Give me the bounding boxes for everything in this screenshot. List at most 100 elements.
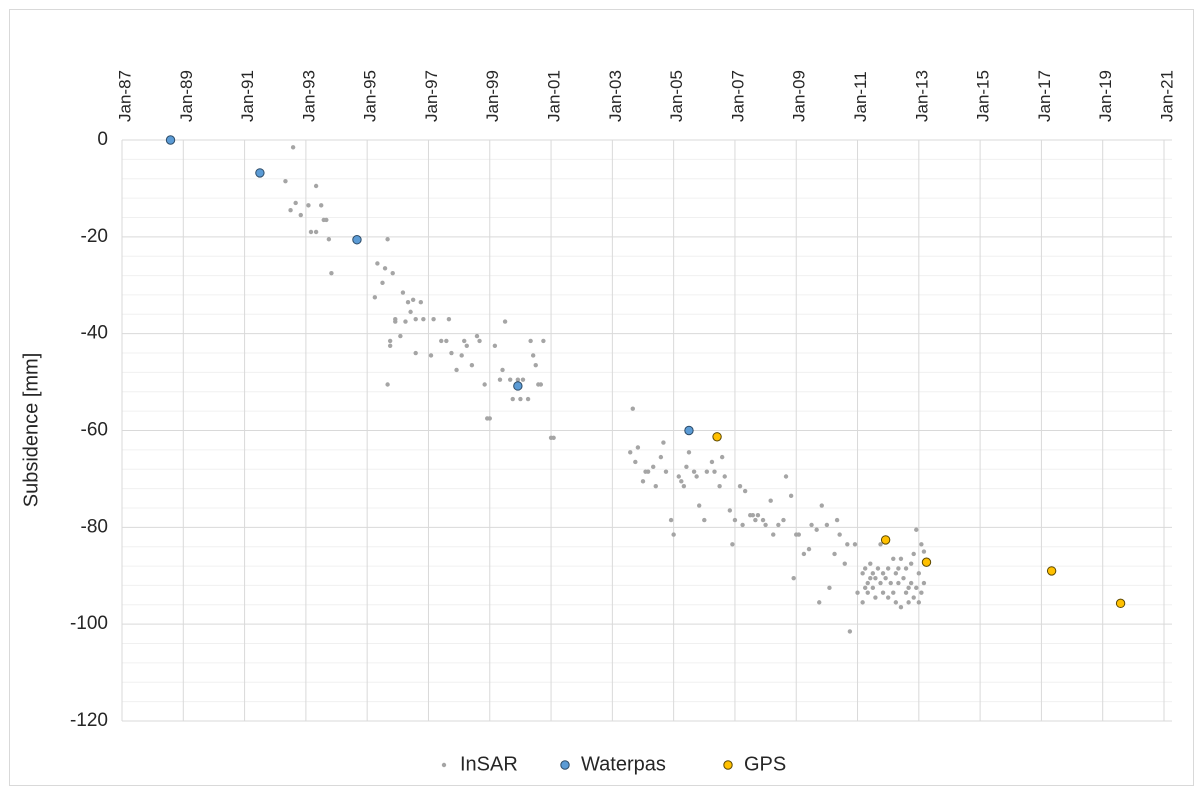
- point: [1046, 566, 1057, 576]
- x-tick-label: Jan-21: [1157, 70, 1176, 122]
- point: [319, 203, 324, 208]
- point: [403, 319, 408, 324]
- point: [313, 183, 319, 189]
- point: [921, 580, 927, 586]
- legend-marker: [723, 760, 733, 770]
- point: [737, 483, 743, 489]
- point: [405, 299, 411, 305]
- point: [410, 297, 416, 302]
- point: [533, 362, 538, 368]
- point: [469, 362, 475, 368]
- point: [541, 338, 546, 344]
- point: [776, 522, 781, 528]
- point: [916, 600, 922, 605]
- point: [885, 566, 891, 571]
- point: [809, 522, 814, 528]
- point: [477, 338, 482, 344]
- y-tick-label: -40: [81, 323, 108, 344]
- point: [387, 343, 393, 348]
- point: [865, 580, 870, 586]
- chart-frame: [9, 9, 1194, 786]
- point: [868, 575, 873, 581]
- point: [768, 498, 773, 503]
- point: [658, 454, 664, 460]
- point: [380, 280, 385, 286]
- legend-marker: [441, 762, 447, 768]
- point: [916, 571, 922, 576]
- x-tick-label: Jan-07: [728, 70, 747, 122]
- point: [633, 459, 638, 465]
- point: [921, 557, 932, 567]
- point: [819, 503, 824, 508]
- point: [487, 416, 492, 421]
- point: [418, 299, 424, 305]
- point: [860, 600, 865, 605]
- point: [842, 561, 847, 566]
- point: [914, 527, 919, 532]
- point: [428, 353, 434, 358]
- point: [308, 229, 314, 235]
- point: [903, 566, 909, 571]
- point: [510, 396, 515, 402]
- point: [880, 535, 891, 545]
- point: [722, 474, 727, 479]
- point: [691, 469, 697, 474]
- point: [817, 600, 822, 605]
- point: [868, 561, 873, 566]
- legend-label: GPS: [744, 753, 786, 775]
- point: [837, 532, 842, 537]
- point: [870, 585, 876, 591]
- point: [704, 469, 710, 474]
- point: [324, 217, 329, 223]
- legend: InSAR Waterpas GPS: [441, 753, 786, 775]
- point: [255, 168, 265, 178]
- point: [732, 517, 738, 523]
- point: [431, 316, 436, 322]
- point: [306, 203, 311, 208]
- point: [676, 474, 681, 479]
- point: [413, 316, 418, 322]
- point: [788, 493, 794, 499]
- point: [873, 575, 878, 581]
- point: [878, 580, 883, 586]
- point: [482, 382, 487, 387]
- point: [717, 483, 722, 489]
- point: [518, 396, 523, 402]
- point: [875, 566, 881, 571]
- point: [298, 212, 303, 218]
- point: [847, 629, 853, 634]
- y-tick-label: -120: [70, 710, 108, 731]
- point: [791, 575, 796, 581]
- point: [653, 483, 658, 489]
- x-tick-label: Jan-17: [1035, 70, 1054, 122]
- y-tick-label: -60: [81, 420, 108, 441]
- point: [814, 527, 819, 532]
- point: [283, 178, 288, 184]
- point: [387, 338, 393, 344]
- point: [668, 517, 674, 523]
- point: [492, 343, 498, 348]
- point: [528, 338, 533, 344]
- point: [421, 316, 426, 322]
- point: [755, 513, 761, 518]
- point: [459, 353, 464, 358]
- point: [893, 571, 899, 576]
- x-tick-label: Jan-95: [361, 70, 380, 122]
- point: [911, 595, 916, 600]
- point: [454, 367, 459, 373]
- point: [628, 450, 633, 455]
- point: [801, 551, 807, 557]
- point: [719, 454, 725, 460]
- point: [709, 459, 715, 465]
- point: [908, 580, 914, 586]
- point: [852, 542, 858, 547]
- point: [865, 590, 870, 595]
- point: [408, 309, 413, 315]
- point: [903, 590, 909, 595]
- y-tick-label: -20: [81, 226, 108, 247]
- point: [896, 580, 901, 586]
- x-tick-label: Jan-13: [912, 70, 931, 122]
- point: [661, 440, 666, 445]
- point: [165, 135, 176, 145]
